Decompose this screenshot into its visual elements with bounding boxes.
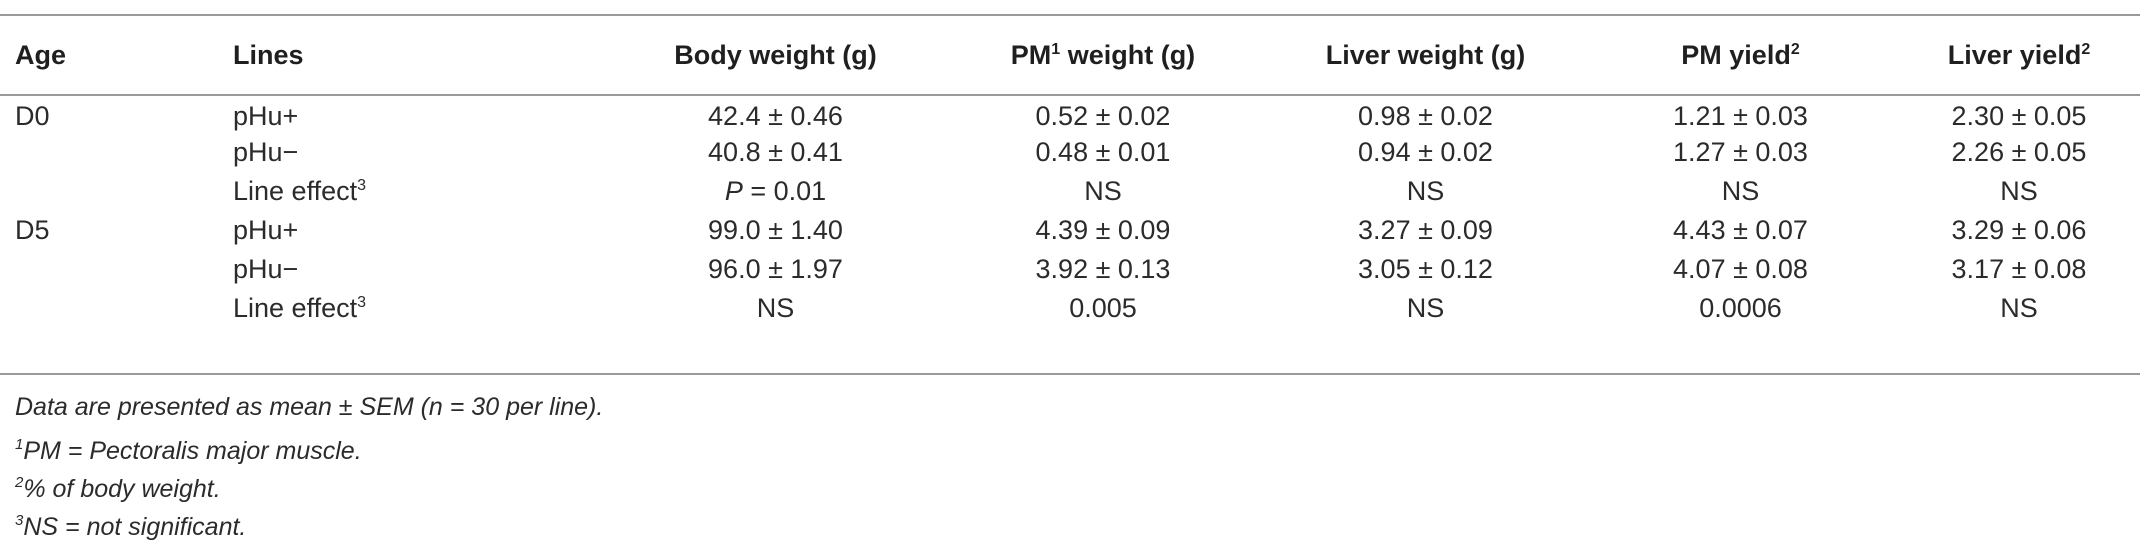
cell-liver-yield: 2.26 ± 0.05	[1951, 137, 2087, 167]
header-pm-weight-post: weight (g)	[1060, 39, 1196, 70]
cell-liver-yield: NS	[2000, 293, 2038, 323]
cell-age: D5	[15, 215, 50, 245]
cell-line: pHu+	[233, 101, 299, 131]
cell-line: pHu−	[233, 137, 299, 167]
cell-pm-weight: 0.005	[1069, 293, 1137, 323]
cell-liver-weight: NS	[1406, 176, 1445, 206]
footnote-2-text: % of body weight.	[23, 475, 221, 503]
header-pm-yield: PM yield2	[1583, 16, 1898, 94]
cell-pm-yield: 4.07 ± 0.08	[1673, 254, 1808, 284]
header-liver-yield: Liver yield2	[1898, 16, 2140, 94]
cell-body-weight: P = 0.01	[613, 172, 938, 211]
cell-line-text: Line effect	[233, 293, 358, 323]
cell-body-weight: 40.8 ± 0.41	[708, 137, 843, 167]
cell-age	[0, 172, 233, 211]
header-lines: Lines	[233, 39, 304, 70]
cell-line-text: Line effect	[233, 176, 358, 206]
table-row: Line effect3 P = 0.01 NS NS NS NS	[0, 172, 2140, 211]
header-pm-weight-pre: PM	[1010, 39, 1052, 70]
cell-liver-weight: 3.27 ± 0.09	[1358, 215, 1493, 245]
header-age: Age	[15, 39, 67, 70]
cell-age	[0, 289, 233, 328]
cell-liver-weight: 0.98 ± 0.02	[1358, 101, 1493, 131]
p-value: = 0.01	[742, 176, 827, 206]
cell-body-weight: 99.0 ± 1.40	[708, 215, 843, 245]
footnote-1-mark: 1	[15, 436, 24, 453]
cell-line-sup: 3	[357, 177, 367, 194]
p-symbol: P	[724, 176, 743, 206]
header-liver-weight: Liver weight (g)	[1325, 39, 1526, 70]
cell-line: pHu−	[233, 254, 299, 284]
header-row: Age Lines Body weight (g) PM1 weight (g)…	[0, 16, 2140, 94]
cell-pm-weight: NS	[1084, 176, 1122, 206]
table-row: pHu− 40.8 ± 0.41 0.48 ± 0.01 0.94 ± 0.02…	[0, 133, 2140, 172]
header-liver-yield-sup: 2	[2081, 40, 2091, 58]
cell-body-weight: 96.0 ± 1.97	[708, 254, 843, 284]
cell-line: pHu+	[233, 215, 299, 245]
cell-pm-weight: 3.92 ± 0.13	[1035, 254, 1171, 284]
cell-pm-yield: 0.0006	[1699, 293, 1782, 323]
header-body-weight: Body weight (g)	[674, 39, 877, 70]
footnote-1: 1PM = Pectoralis major muscle.	[15, 426, 2115, 465]
footnote-3: 3NS = not significant.	[15, 502, 2115, 541]
table-row: D5 pHu+ 99.0 ± 1.40 4.39 ± 0.09 3.27 ± 0…	[0, 211, 2140, 250]
table-row: pHu− 96.0 ± 1.97 3.92 ± 0.13 3.05 ± 0.12…	[0, 250, 2140, 289]
cell-pm-weight: 4.39 ± 0.09	[1035, 215, 1171, 245]
table-footnotes: Data are presented as mean ± SEM (n = 30…	[15, 388, 2115, 541]
header-pm-weight-sup: 1	[1051, 40, 1061, 58]
cell-pm-yield: 4.43 ± 0.07	[1673, 215, 1808, 245]
footnote-2-mark: 2	[15, 474, 24, 491]
header-pm-yield-sup: 2	[1790, 40, 1800, 58]
cell-body-weight: NS	[756, 293, 795, 323]
cell-liver-weight: 0.94 ± 0.02	[1358, 137, 1493, 167]
cell-age	[0, 133, 233, 172]
table-row: Line effect3 NS 0.005 NS 0.0006 NS	[0, 289, 2140, 328]
cell-line: Line effect3	[233, 289, 613, 328]
cell-liver-yield: 3.17 ± 0.08	[1951, 254, 2087, 284]
cell-pm-yield: 1.27 ± 0.03	[1673, 137, 1808, 167]
footnote-3-mark: 3	[15, 512, 24, 529]
header-rule	[0, 94, 2140, 96]
cell-liver-yield: NS	[2000, 176, 2038, 206]
cell-pm-yield: 1.21 ± 0.03	[1673, 101, 1808, 131]
data-table: Age Lines Body weight (g) PM1 weight (g)…	[0, 16, 2140, 328]
cell-age: D0	[15, 101, 50, 131]
footnote-3-text: NS = not significant.	[23, 513, 247, 541]
cell-pm-yield: NS	[1721, 176, 1760, 206]
cell-line: Line effect3	[233, 172, 613, 211]
footnote-2: 2% of body weight.	[15, 464, 2115, 503]
cell-line-sup: 3	[357, 294, 367, 311]
header-pm-yield-text: PM yield	[1681, 39, 1791, 70]
top-rule	[0, 14, 2140, 16]
cell-age	[0, 250, 233, 289]
cell-liver-yield: 3.29 ± 0.06	[1951, 215, 2087, 245]
cell-liver-weight: 3.05 ± 0.12	[1358, 254, 1493, 284]
cell-pm-weight: 0.52 ± 0.02	[1035, 101, 1171, 131]
cell-pm-weight: 0.48 ± 0.01	[1035, 137, 1171, 167]
cell-liver-yield: 2.30 ± 0.05	[1951, 101, 2087, 131]
cell-body-weight: 42.4 ± 0.46	[708, 101, 843, 131]
header-liver-yield-text: Liver yield	[1947, 39, 2082, 70]
cell-liver-weight: NS	[1406, 293, 1445, 323]
table-row: D0 pHu+ 42.4 ± 0.46 0.52 ± 0.02 0.98 ± 0…	[0, 94, 2140, 133]
footnote-data: Data are presented as mean ± SEM (n = 30…	[15, 393, 604, 421]
header-pm-weight: PM1 weight (g)	[938, 16, 1268, 94]
footnote-1-text: PM = Pectoralis major muscle.	[23, 437, 362, 465]
bottom-rule	[0, 373, 2140, 375]
